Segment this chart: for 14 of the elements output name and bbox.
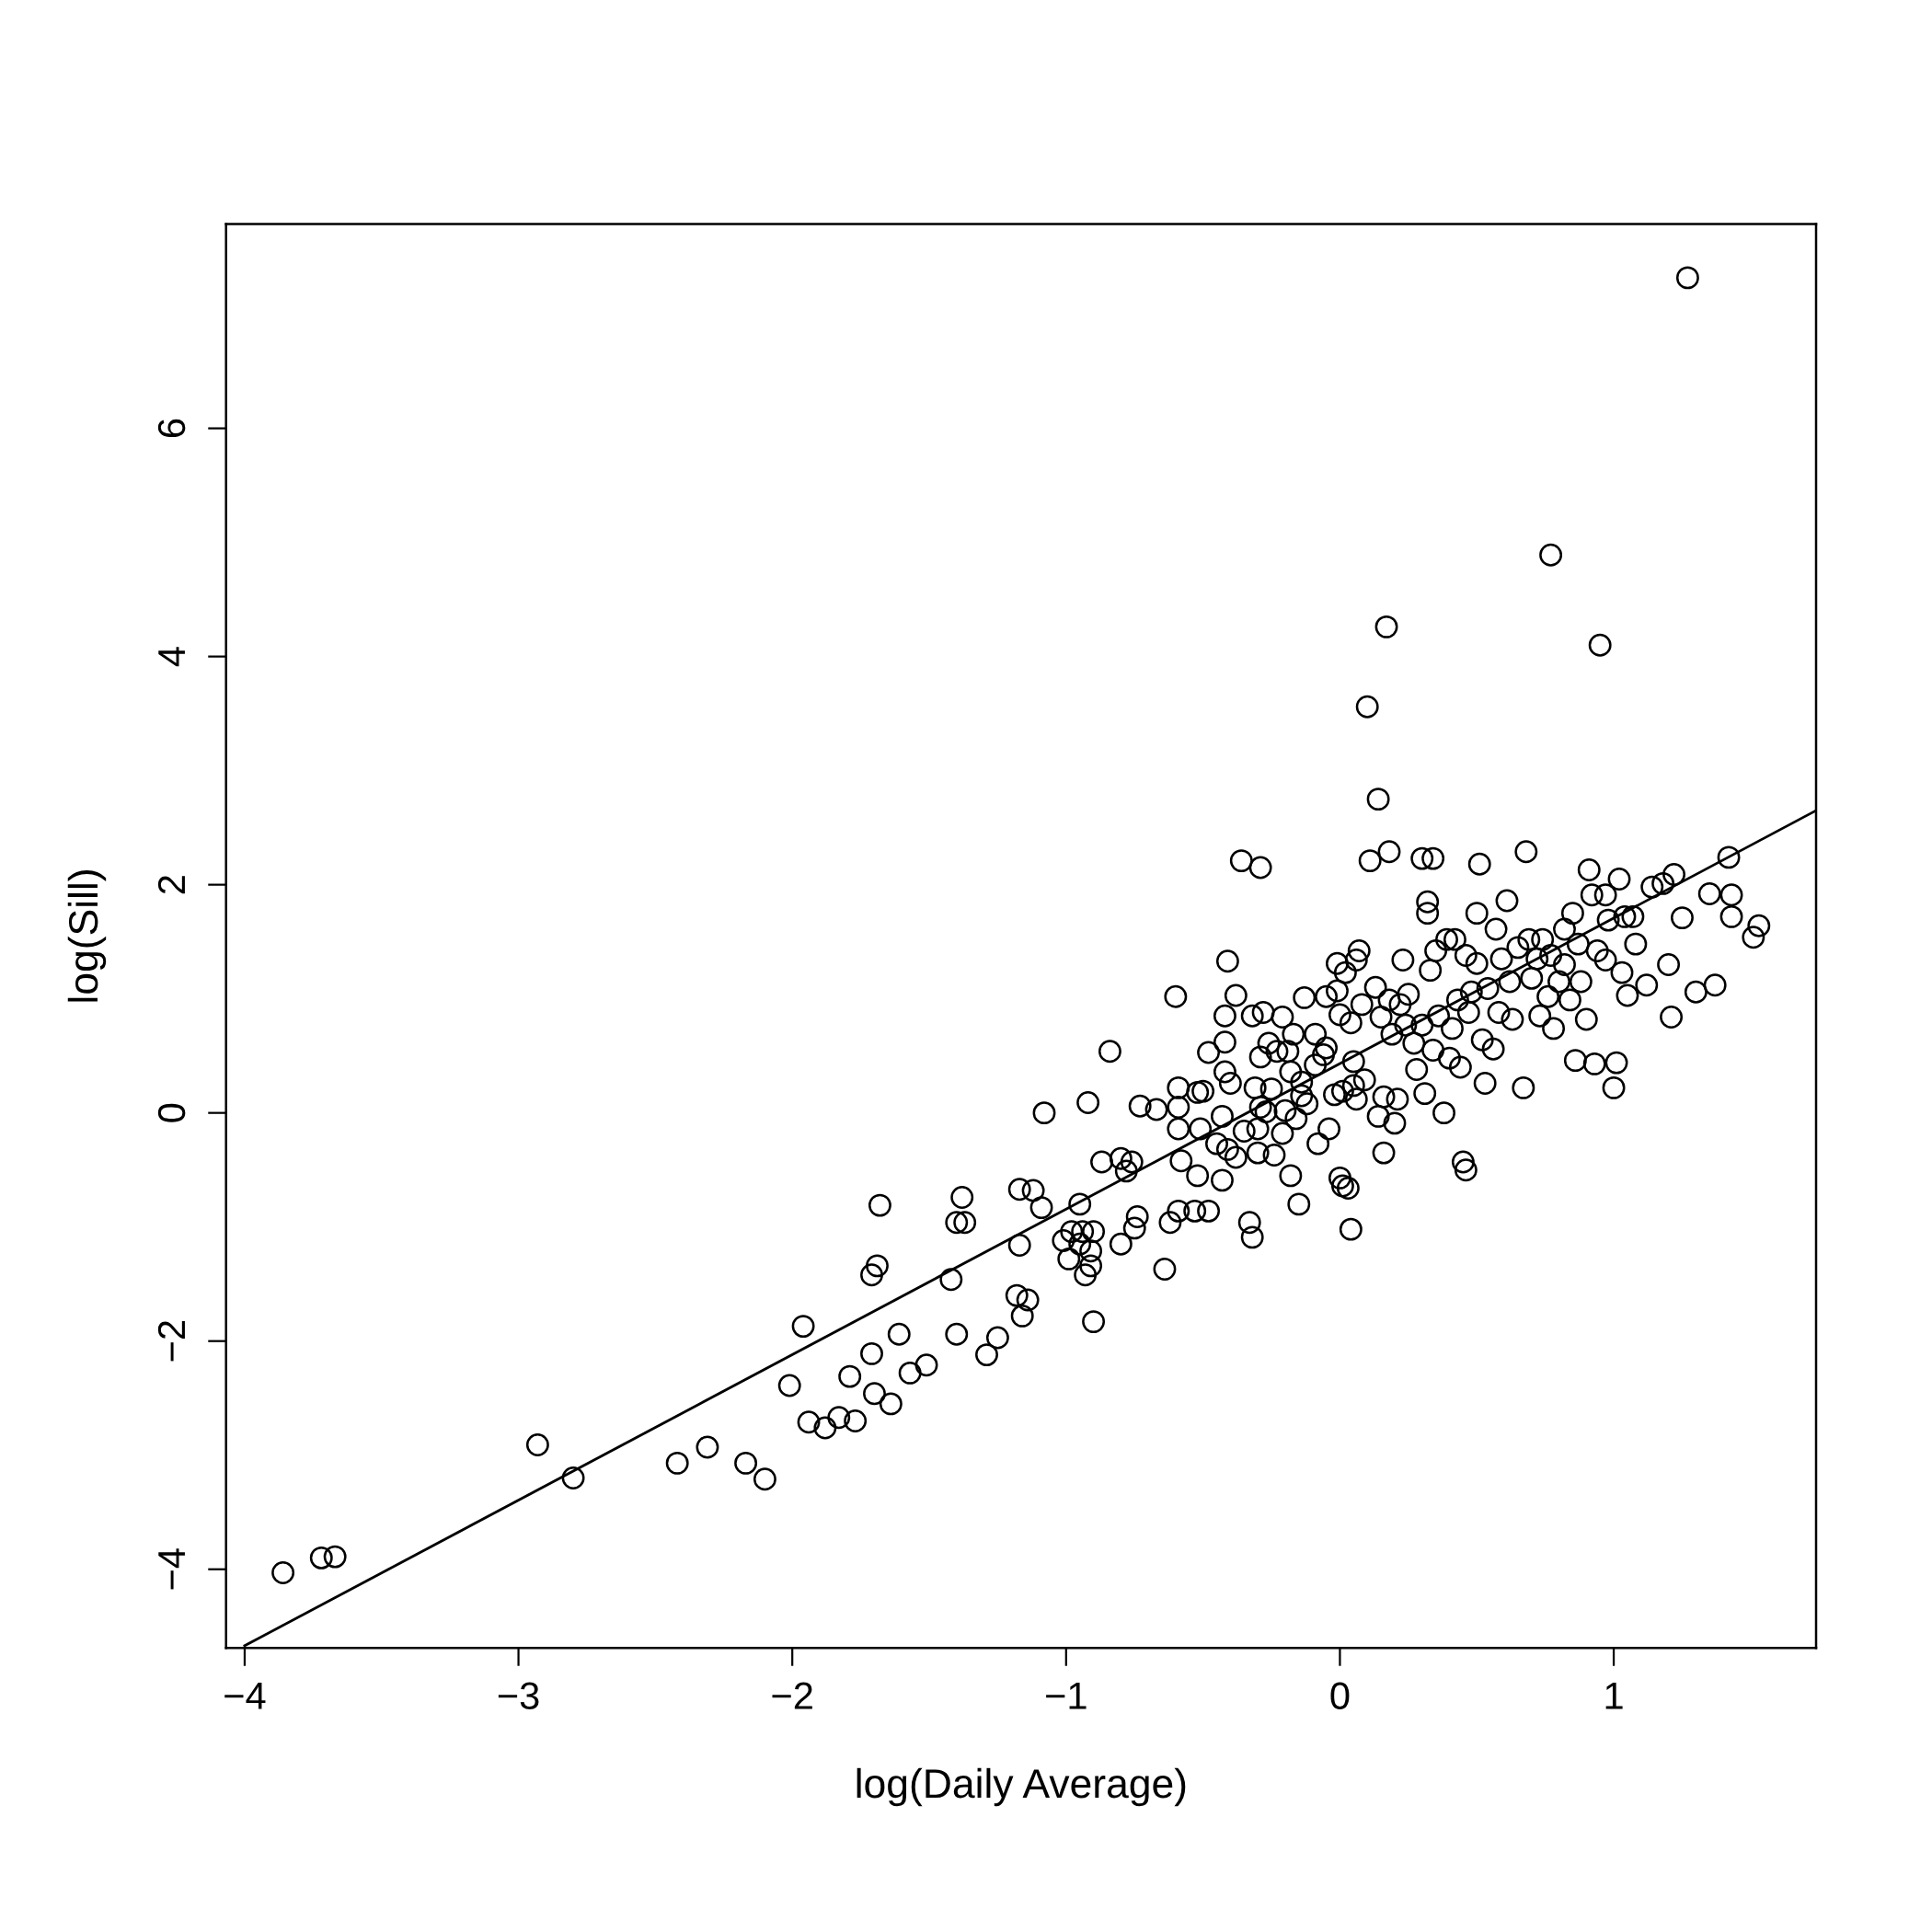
x-tick-label: −1 [1046, 1682, 1087, 1709]
x-tick-label: −4 [224, 1682, 266, 1709]
x-tick-label: 1 [1605, 1682, 1623, 1709]
y-tick-label: 4 [158, 647, 185, 667]
x-tick-label: −2 [772, 1682, 812, 1709]
y-axis-title: log(Sill) [67, 870, 107, 1002]
y-tick-label: 6 [157, 419, 186, 438]
y-tick-label: 2 [157, 876, 185, 894]
x-tick-label: −3 [498, 1682, 539, 1710]
y-tick-label: 0 [157, 1103, 186, 1122]
y-tick-label: −4 [158, 1548, 185, 1590]
x-tick-label: 0 [1330, 1682, 1350, 1710]
x-axis-title: log(Daily Average) [857, 1767, 1186, 1807]
y-tick-label: −2 [157, 1321, 185, 1362]
